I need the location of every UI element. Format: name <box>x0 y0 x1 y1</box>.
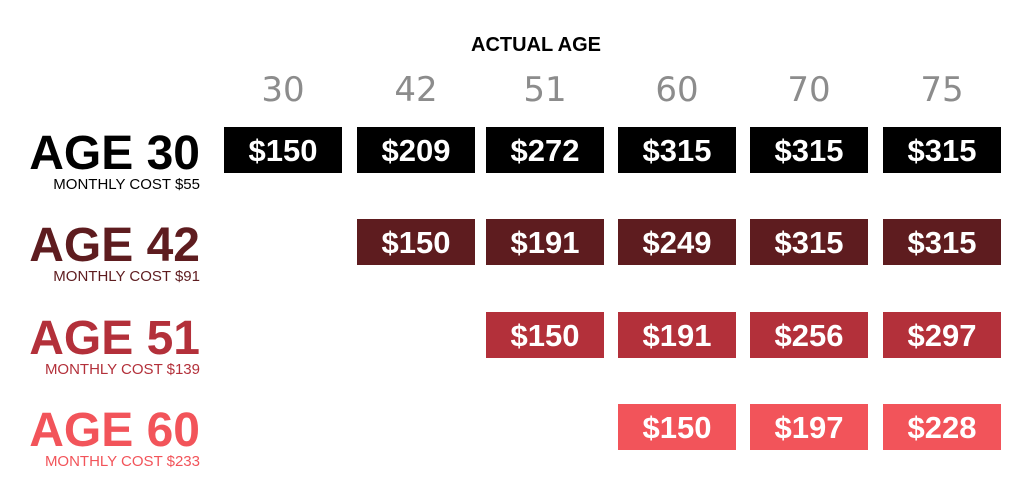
cost-cell-label: $197 <box>775 410 844 445</box>
cost-cell-label: $150 <box>249 133 318 168</box>
cost-cell-label: $315 <box>908 225 977 260</box>
column-labels: 30 42 51 60 70 75 <box>261 70 963 110</box>
cost-cell <box>750 127 868 173</box>
column-label-42: 42 <box>394 70 437 110</box>
row-subtitle: MONTHLY COST $55 <box>53 176 200 193</box>
cost-cell <box>883 404 1001 450</box>
cost-cell-label: $150 <box>643 410 712 445</box>
cost-cell <box>357 127 475 173</box>
cost-cell-label: $256 <box>775 318 844 353</box>
row-title: AGE 42 <box>29 219 200 272</box>
cost-cell <box>750 404 868 450</box>
cost-cell-label: $315 <box>775 225 844 260</box>
cost-cell <box>883 219 1001 265</box>
cost-cell-label: $315 <box>643 133 712 168</box>
cost-cell-label: $150 <box>511 318 580 353</box>
row-title: AGE 30 <box>29 127 200 180</box>
row-title: AGE 60 <box>29 404 200 457</box>
cost-cell-label: $191 <box>643 318 712 353</box>
cost-cell-label: $315 <box>908 133 977 168</box>
cost-cell-label: $297 <box>908 318 977 353</box>
cost-cell <box>224 127 342 173</box>
column-label-30: 30 <box>261 70 304 110</box>
cost-cell <box>486 312 604 358</box>
cost-cell <box>618 404 736 450</box>
chart-title: ACTUAL AGE <box>471 34 601 56</box>
column-label-70: 70 <box>787 70 830 110</box>
cost-cell <box>883 127 1001 173</box>
cost-cell <box>618 312 736 358</box>
row-subtitle: MONTHLY COST $91 <box>53 268 200 285</box>
cost-cell <box>486 219 604 265</box>
cost-cell-label: $228 <box>908 410 977 445</box>
column-label-51: 51 <box>523 70 566 110</box>
cost-cell-label: $191 <box>511 225 580 260</box>
column-label-60: 60 <box>655 70 698 110</box>
column-label-75: 75 <box>920 70 963 110</box>
cost-cell <box>750 312 868 358</box>
cost-cell-label: $150 <box>382 225 451 260</box>
cost-cell-label: $315 <box>775 133 844 168</box>
cost-cell <box>883 312 1001 358</box>
cost-cell-label: $249 <box>643 225 712 260</box>
row-subtitle: MONTHLY COST $139 <box>45 361 200 378</box>
cost-cell <box>618 219 736 265</box>
cost-cell-label: $272 <box>511 133 580 168</box>
cost-cell <box>750 219 868 265</box>
row-title: AGE 51 <box>29 312 200 365</box>
cost-cell <box>357 219 475 265</box>
row-subtitle: MONTHLY COST $233 <box>45 453 200 470</box>
cost-cell-label: $209 <box>382 133 451 168</box>
cost-cell <box>618 127 736 173</box>
cost-cell <box>486 127 604 173</box>
